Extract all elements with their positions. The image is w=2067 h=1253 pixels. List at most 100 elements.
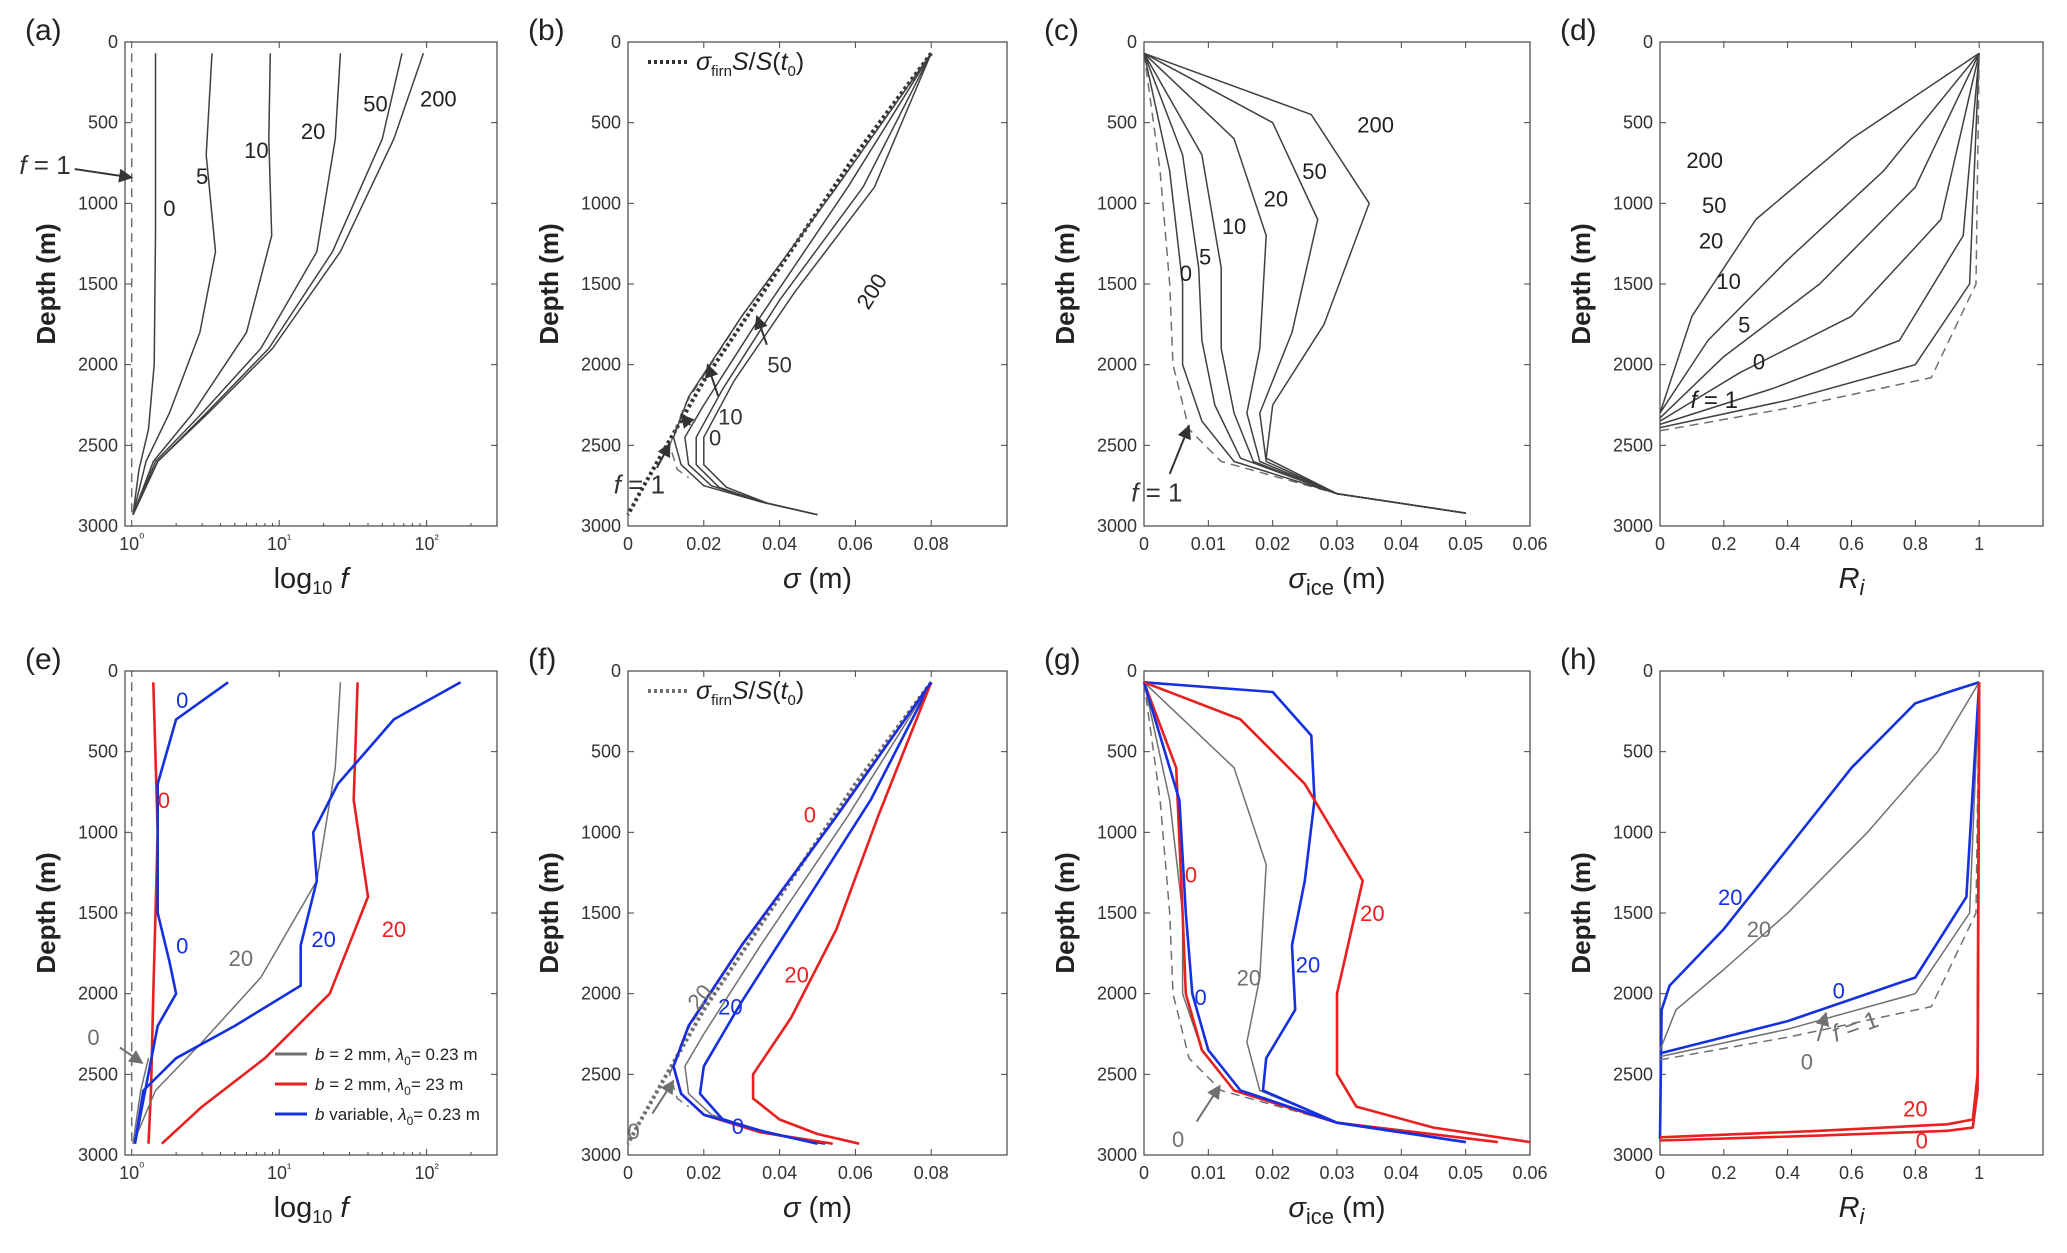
x-tick-label: 0.01 <box>1191 534 1226 554</box>
x-tick-label-part: 10 <box>119 1163 139 1183</box>
series-line <box>695 52 932 516</box>
legend-label-part: , <box>389 1105 398 1124</box>
series-label: 0 <box>1180 261 1192 286</box>
legend-label-part: S <box>732 677 749 705</box>
annotation-arrow <box>1195 1084 1221 1123</box>
y-tick-label: 1500 <box>78 274 118 294</box>
series-line <box>1659 53 1980 422</box>
y-axis-label: Depth (m) <box>31 852 61 973</box>
x-tick-label: 10² <box>414 1160 439 1183</box>
series-line <box>1143 681 1531 1144</box>
y-tick-label: 500 <box>1623 742 1653 762</box>
x-axis-label-part: 10 <box>312 1207 332 1227</box>
legend-label-part: λ <box>397 1105 406 1124</box>
y-axis-label: Depth (m) <box>1566 852 1596 973</box>
legend-label: σfirnS/S(t0) <box>696 48 804 80</box>
arrow-label-part: f <box>614 470 624 500</box>
x-tick-label-part: 10 <box>414 1163 434 1183</box>
y-tick-label: 1000 <box>1097 193 1137 213</box>
panel-label: (d) <box>1560 14 1597 47</box>
legend-label-part: b <box>315 1075 324 1094</box>
y-tick-label: 1000 <box>78 193 118 213</box>
series-line <box>1659 682 1980 1058</box>
x-tick-label-part: 10 <box>267 534 287 554</box>
series-line <box>672 681 933 1145</box>
x-axis-label-part: σ <box>1288 563 1307 595</box>
series-line <box>132 53 157 515</box>
annotation-arrow <box>1168 424 1191 475</box>
legend-label: b variable, λ0= 0.23 m <box>315 1105 480 1128</box>
series-label: f = 1 <box>1691 387 1738 414</box>
x-tick-label: 1 <box>1974 534 1984 554</box>
y-tick-label: 500 <box>591 742 621 762</box>
x-axis-label-part: σ <box>783 1192 802 1224</box>
series-line <box>626 52 933 516</box>
series-line <box>132 53 273 515</box>
x-tick-label: 0.04 <box>762 534 797 554</box>
series-label: 20 <box>1264 187 1288 212</box>
series-label: 0 <box>1753 350 1765 375</box>
y-tick-label: 1500 <box>581 903 621 923</box>
series-line <box>1659 681 1980 1051</box>
series-label: 0 <box>804 803 816 828</box>
legend-label-part: = 23 m <box>411 1075 463 1094</box>
annotation-arrow <box>704 363 720 397</box>
x-tick-label: 10¹ <box>267 1160 292 1183</box>
series-label: 5 <box>1199 245 1211 270</box>
series-line <box>132 1058 150 1144</box>
y-tick-label: 1000 <box>1613 193 1653 213</box>
legend-label-part: S <box>756 677 773 705</box>
y-tick-label: 2500 <box>1613 435 1653 455</box>
y-tick-label: 1000 <box>1613 822 1653 842</box>
series-line <box>132 682 342 1144</box>
series-line <box>1659 53 1980 426</box>
x-tick-label: 0.02 <box>686 1163 721 1183</box>
x-axis-label-part: R <box>1839 1192 1860 1224</box>
y-tick-label: 500 <box>88 113 118 133</box>
legend-label-part: = 0.23 m <box>413 1105 480 1124</box>
series-line <box>132 53 342 515</box>
legend-label-part: variable <box>324 1105 388 1124</box>
x-tick-label: 0.04 <box>1384 534 1419 554</box>
x-tick-label: 0.02 <box>1255 534 1290 554</box>
y-tick-label: 500 <box>1107 113 1137 133</box>
legend-label: b = 2 mm, λ0= 23 m <box>315 1075 463 1098</box>
y-tick-label: 2000 <box>78 355 118 375</box>
x-tick-label: 0.05 <box>1448 1163 1483 1183</box>
y-tick-label: 1500 <box>581 274 621 294</box>
y-tick-label: 0 <box>1127 661 1137 681</box>
x-axis-label: log10 f <box>274 1192 352 1227</box>
y-axis-label: Depth (m) <box>534 223 564 344</box>
legend-label-part: = 2 mm <box>324 1045 386 1064</box>
arrow-label: f = 1 <box>614 470 665 500</box>
series-label: 50 <box>1302 159 1326 184</box>
x-tick-label: 0.06 <box>838 1163 873 1183</box>
legend-label-part: S <box>732 48 749 76</box>
x-tick-label: 0.08 <box>914 534 949 554</box>
series-line <box>1143 682 1466 1143</box>
legend-label-part: firn <box>711 63 732 80</box>
legend-label-part: b <box>315 1045 324 1064</box>
arrow-label: 10 <box>718 404 742 429</box>
series-line <box>1142 681 1498 1144</box>
x-tick-label: 0.08 <box>914 1163 949 1183</box>
y-tick-label: 0 <box>1127 32 1137 52</box>
series-label: 0 <box>1833 979 1845 1004</box>
series-label: 0 <box>1194 985 1206 1010</box>
legend-label-part: 0 <box>788 692 796 709</box>
legend-label-part: t <box>781 677 789 705</box>
x-tick-label: 0.05 <box>1448 534 1483 554</box>
series-line <box>668 681 932 1108</box>
legend-label: b = 2 mm, λ0= 0.23 m <box>315 1045 477 1068</box>
series-label: 20 <box>311 927 335 952</box>
legend-label-part: S <box>756 48 773 76</box>
x-tick-label: 0 <box>623 534 633 554</box>
legend-label-part: ( <box>772 48 781 76</box>
series-label: 10 <box>1222 214 1246 239</box>
series-line <box>147 682 159 1144</box>
y-tick-label: 3000 <box>78 1145 118 1165</box>
x-tick-label: 0.04 <box>762 1163 797 1183</box>
